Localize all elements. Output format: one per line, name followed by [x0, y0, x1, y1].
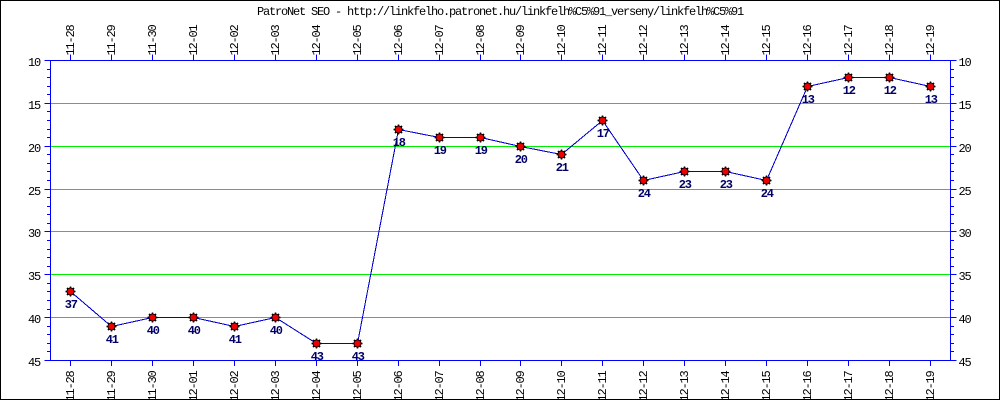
svg-text:24: 24: [761, 187, 774, 201]
svg-text:40: 40: [188, 324, 201, 338]
svg-text:40: 40: [270, 324, 283, 338]
svg-text:30: 30: [28, 227, 41, 241]
svg-text:12-08: 12-08: [474, 370, 488, 400]
svg-text:43: 43: [352, 350, 365, 364]
svg-text:23: 23: [720, 178, 733, 192]
svg-text:45: 45: [28, 356, 41, 370]
svg-text:12-09: 12-09: [514, 370, 528, 400]
svg-text:12-02: 12-02: [228, 370, 242, 400]
svg-text:12-17: 12-17: [842, 24, 856, 55]
svg-text:19: 19: [475, 144, 488, 158]
svg-text:18: 18: [393, 136, 406, 150]
svg-text:PatroNet SEO - http://linkfelh: PatroNet SEO - http://linkfelho.patronet…: [257, 5, 744, 19]
svg-text:12-05: 12-05: [351, 24, 365, 55]
svg-text:12-04: 12-04: [310, 370, 324, 400]
svg-text:12-11: 12-11: [596, 370, 610, 400]
svg-text:43: 43: [311, 350, 324, 364]
svg-text:40: 40: [28, 313, 41, 327]
svg-text:11-30: 11-30: [146, 24, 160, 55]
svg-text:35: 35: [28, 270, 41, 284]
svg-text:13: 13: [802, 93, 815, 107]
svg-text:24: 24: [638, 187, 651, 201]
svg-text:20: 20: [515, 153, 528, 167]
svg-text:12-11: 12-11: [596, 24, 610, 55]
svg-text:12-01: 12-01: [187, 370, 201, 400]
svg-text:25: 25: [959, 185, 972, 199]
svg-text:12-17: 12-17: [842, 370, 856, 400]
svg-text:10: 10: [28, 56, 41, 70]
svg-text:12-07: 12-07: [433, 24, 447, 55]
svg-text:30: 30: [959, 227, 972, 241]
svg-text:12-01: 12-01: [187, 24, 201, 55]
svg-text:10: 10: [959, 56, 972, 70]
svg-text:12-12: 12-12: [637, 24, 651, 55]
svg-text:11-28: 11-28: [64, 24, 78, 55]
svg-text:20: 20: [959, 142, 972, 156]
svg-text:11-30: 11-30: [146, 370, 160, 400]
svg-text:12-10: 12-10: [555, 24, 569, 55]
svg-text:12-12: 12-12: [637, 370, 651, 400]
svg-text:23: 23: [679, 178, 692, 192]
svg-text:12-06: 12-06: [392, 370, 406, 400]
svg-text:12-06: 12-06: [392, 24, 406, 55]
svg-text:35: 35: [959, 270, 972, 284]
svg-text:12: 12: [843, 84, 856, 98]
svg-text:15: 15: [959, 99, 972, 113]
svg-text:12-19: 12-19: [924, 24, 938, 55]
svg-text:11-28: 11-28: [64, 370, 78, 400]
svg-text:12-16: 12-16: [801, 24, 815, 55]
svg-text:12-05: 12-05: [351, 370, 365, 400]
svg-text:25: 25: [28, 185, 41, 199]
svg-text:12-15: 12-15: [760, 24, 774, 55]
svg-text:41: 41: [106, 333, 119, 347]
svg-text:12-14: 12-14: [719, 370, 733, 400]
svg-text:41: 41: [229, 333, 242, 347]
svg-text:12-03: 12-03: [269, 370, 283, 400]
svg-text:19: 19: [434, 144, 447, 158]
svg-text:21: 21: [556, 161, 569, 175]
svg-text:13: 13: [925, 93, 938, 107]
svg-text:12-19: 12-19: [924, 370, 938, 400]
svg-text:12-16: 12-16: [801, 370, 815, 400]
svg-text:37: 37: [65, 298, 78, 312]
svg-text:12-02: 12-02: [228, 24, 242, 55]
svg-text:12-03: 12-03: [269, 24, 283, 55]
svg-text:12-13: 12-13: [678, 370, 692, 400]
svg-text:11-29: 11-29: [105, 24, 119, 55]
svg-text:17: 17: [597, 127, 610, 141]
svg-text:12: 12: [884, 84, 897, 98]
svg-text:12-07: 12-07: [433, 370, 447, 400]
svg-text:20: 20: [28, 142, 41, 156]
svg-text:11-29: 11-29: [105, 370, 119, 400]
svg-text:15: 15: [28, 99, 41, 113]
svg-text:12-10: 12-10: [555, 370, 569, 400]
svg-text:12-14: 12-14: [719, 24, 733, 55]
svg-text:40: 40: [959, 313, 972, 327]
svg-text:12-09: 12-09: [514, 24, 528, 55]
svg-text:12-04: 12-04: [310, 24, 324, 55]
svg-text:45: 45: [959, 356, 972, 370]
svg-text:12-15: 12-15: [760, 370, 774, 400]
svg-text:12-18: 12-18: [883, 24, 897, 55]
svg-text:12-08: 12-08: [474, 24, 488, 55]
svg-text:12-13: 12-13: [678, 24, 692, 55]
svg-text:40: 40: [147, 324, 160, 338]
svg-text:12-18: 12-18: [883, 370, 897, 400]
